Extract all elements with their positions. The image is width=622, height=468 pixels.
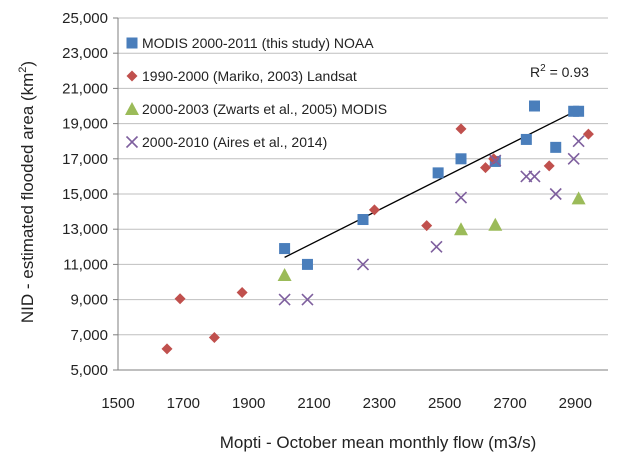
y-tick-label: 7,000 bbox=[70, 327, 108, 344]
y-tick-label: 17,000 bbox=[62, 151, 108, 168]
data-point-series-1 bbox=[357, 214, 369, 226]
legend-marker-3 bbox=[125, 102, 139, 115]
data-point-series-4 bbox=[549, 187, 562, 201]
x-tick-label: 2500 bbox=[428, 395, 461, 412]
y-tick-label: 23,000 bbox=[62, 45, 108, 62]
data-point-series-2 bbox=[480, 162, 491, 174]
data-point-series-2 bbox=[236, 287, 248, 299]
data-point-series-2 bbox=[421, 220, 433, 232]
data-point-series-4 bbox=[572, 135, 585, 148]
data-point-series-4 bbox=[567, 152, 580, 165]
data-point-series-2 bbox=[174, 293, 186, 305]
y-axis-title: NID - estimated flooded area (km2) bbox=[17, 61, 37, 323]
data-point-series-1 bbox=[529, 100, 540, 112]
legend-label-1: MODIS 2000-2011 (this study) NOAA bbox=[142, 35, 374, 51]
x-axis-title: Mopti - October mean monthly flow (m3/s) bbox=[220, 433, 536, 452]
data-point-series-4 bbox=[454, 191, 468, 204]
data-point-series-1 bbox=[432, 167, 444, 179]
trendline-group bbox=[284, 108, 579, 258]
y-tick-label: 13,000 bbox=[62, 221, 108, 238]
data-point-series-3 bbox=[454, 222, 468, 236]
data-point-series-4 bbox=[528, 170, 541, 183]
y-tick-label: 15,000 bbox=[62, 186, 108, 203]
data-point-series-4 bbox=[301, 293, 314, 306]
y-tick-label: 25,000 bbox=[62, 10, 108, 27]
data-point-series-1 bbox=[279, 243, 291, 255]
data-point-series-2 bbox=[368, 204, 380, 216]
data-point-series-1 bbox=[550, 141, 562, 153]
y-tick-label: 19,000 bbox=[62, 116, 108, 133]
x-tick-label: 2100 bbox=[297, 395, 330, 412]
data-point-series-2 bbox=[455, 123, 467, 135]
data-point-series-4 bbox=[356, 258, 370, 271]
x-tick-label: 2900 bbox=[559, 395, 592, 412]
legend-label-2: 1990-2000 (Mariko, 2003) Landsat bbox=[142, 68, 357, 84]
data-point-series-1 bbox=[455, 153, 467, 165]
legend-label-3: 2000-2003 (Zwarts et al., 2005) MODIS bbox=[142, 101, 387, 117]
data-point-series-1 bbox=[301, 258, 313, 270]
legend-label-4: 2000-2010 (Aires et al., 2014) bbox=[142, 134, 327, 150]
data-point-series-2 bbox=[208, 331, 220, 343]
data-point-series-1 bbox=[520, 133, 532, 145]
data-point-series-2 bbox=[161, 343, 173, 355]
legend-marker-4 bbox=[125, 135, 139, 149]
y-tick-label: 9,000 bbox=[70, 292, 108, 309]
gridlines bbox=[118, 17, 608, 371]
x-tick-label: 1900 bbox=[232, 395, 265, 412]
y-tick-label: 11,000 bbox=[63, 256, 108, 273]
data-point-series-3 bbox=[488, 217, 503, 231]
data-point-series-2 bbox=[582, 128, 594, 140]
data-point-series-3 bbox=[571, 191, 586, 205]
data-point-series-4 bbox=[430, 240, 443, 253]
legend-marker-1 bbox=[126, 37, 138, 49]
data-point-series-2 bbox=[543, 160, 555, 172]
data-point-series-4 bbox=[489, 154, 502, 167]
x-tick-label: 1500 bbox=[101, 395, 134, 412]
trendline bbox=[284, 108, 579, 258]
axes: 5,000 7,000 9,000 11,000 13,000 15,000 17,000 1… bbox=[62, 10, 608, 412]
legend-marker-2 bbox=[126, 70, 138, 82]
x-tick-label: 1700 bbox=[167, 395, 200, 412]
data-points bbox=[161, 100, 594, 355]
r-squared-label: R2 = 0.93 bbox=[530, 63, 589, 80]
y-tick-label: 21,000 bbox=[62, 80, 108, 97]
x-tick-label: 2700 bbox=[493, 395, 526, 412]
data-point-series-1 bbox=[573, 105, 585, 117]
data-point-series-3 bbox=[277, 267, 292, 281]
x-tick-label: 2300 bbox=[363, 395, 396, 412]
y-tick-label: 5,000 bbox=[70, 362, 108, 379]
legend: MODIS 2000-2011 (this study) NOAA 1990-20… bbox=[125, 35, 387, 150]
data-point-series-4 bbox=[278, 293, 291, 306]
